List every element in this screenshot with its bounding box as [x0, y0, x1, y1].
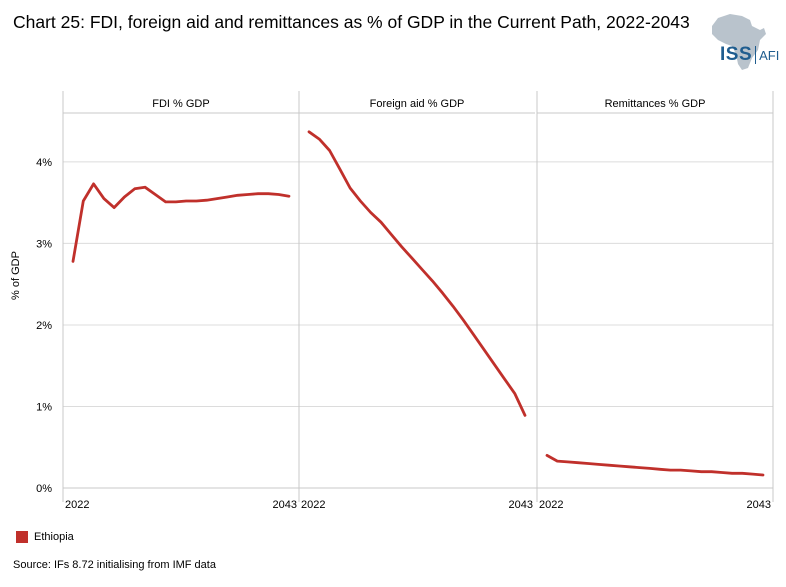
- panel-title: Foreign aid % GDP: [370, 98, 465, 110]
- panel-title: FDI % GDP: [152, 98, 209, 110]
- y-tick-label: 0%: [36, 483, 52, 495]
- y-tick-label: 1%: [36, 401, 52, 413]
- legend-label: Ethiopia: [34, 531, 74, 543]
- x-tick-label: 2022: [539, 499, 563, 511]
- y-tick-label: 2%: [36, 320, 52, 332]
- source-note: Source: IFs 8.72 initialising from IMF d…: [13, 559, 216, 571]
- y-tick-label: 4%: [36, 157, 52, 169]
- x-tick-label: 2043: [509, 499, 533, 511]
- iss-afi-logo: ISS AFI: [700, 10, 780, 74]
- x-tick-label: 2022: [65, 499, 89, 511]
- x-tick-label: 2022: [301, 499, 325, 511]
- x-tick-label: 2043: [747, 499, 771, 511]
- y-tick-label: 3%: [36, 238, 52, 250]
- series-line-ethiopia: [307, 130, 527, 417]
- legend-swatch: [16, 531, 28, 543]
- logo-text-afi: AFI: [759, 47, 780, 63]
- panel-title: Remittances % GDP: [605, 98, 706, 110]
- africa-map-icon: [712, 14, 766, 70]
- series-line-ethiopia: [545, 453, 765, 477]
- series-line-ethiopia: [71, 182, 291, 263]
- x-tick-label: 2043: [273, 499, 297, 511]
- chart-title: Chart 25: FDI, foreign aid and remittanc…: [13, 12, 690, 32]
- logo-text-iss: ISS: [720, 44, 753, 65]
- logo-divider: [755, 46, 757, 64]
- legend: Ethiopia: [16, 531, 74, 543]
